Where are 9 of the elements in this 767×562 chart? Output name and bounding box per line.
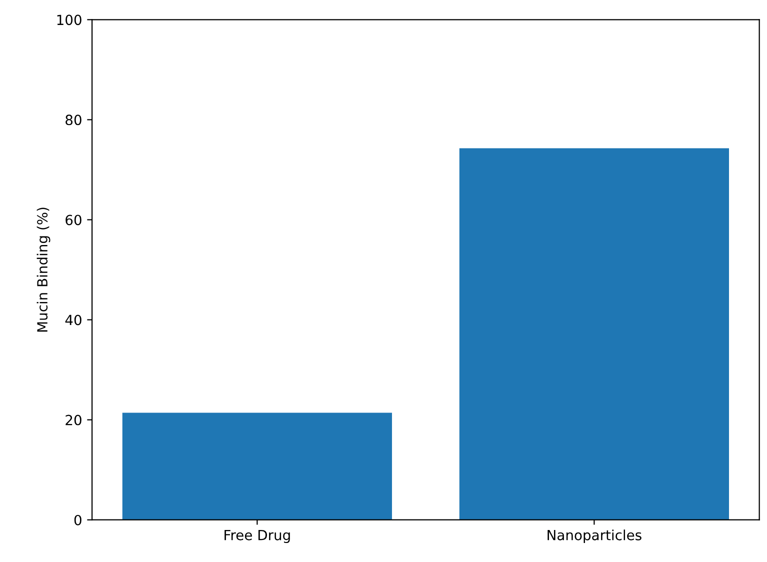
x-tick-label: Free Drug [224,530,290,544]
y-tick-label: 0 [74,514,82,526]
x-tick-label: Nanoparticles [548,530,642,544]
y-tick-label: 40 [65,314,82,326]
y-tick-label: 100 [57,14,82,26]
y-axis-title: Mucin Binding (%) [36,208,50,332]
y-tick-label: 60 [66,214,82,226]
y-tick-label: 80 [66,114,82,126]
y-tick-label: 20 [66,414,82,426]
